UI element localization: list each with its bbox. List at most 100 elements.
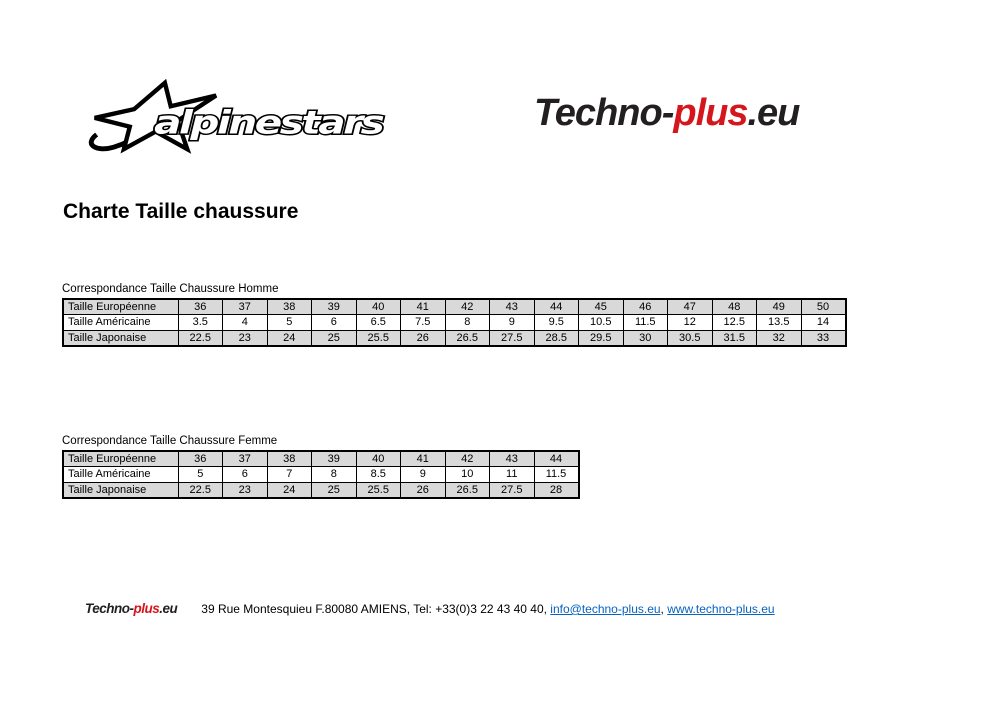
size-cell: 47	[667, 298, 713, 315]
footer-separator: ,	[660, 602, 668, 616]
footer-website-link[interactable]: www.techno-plus.eu	[667, 602, 775, 616]
footer-logo-red: plus	[133, 601, 160, 616]
size-cell: 31.5	[711, 329, 757, 346]
size-cell: 25.5	[355, 329, 401, 346]
size-cell: 42	[444, 450, 490, 467]
size-cell: 10	[444, 466, 490, 483]
footer-logo-black1: Techno-	[85, 601, 134, 616]
footer: Techno-plus.eu 39 Rue Montesquieu F.8008…	[85, 601, 775, 616]
row-label: Taille Européenne	[62, 298, 179, 315]
page-title: Charte Taille chaussure	[63, 200, 299, 223]
size-cell: 11.5	[533, 466, 579, 483]
size-cell: 22.5	[177, 481, 223, 498]
table-row: Taille Japonaise 22.5 23 24 25 25.5 26 26.5 27.5…	[62, 329, 846, 346]
size-cell: 9.5	[533, 314, 579, 331]
size-cell: 9	[400, 466, 446, 483]
row-label: Taille Européenne	[62, 450, 179, 467]
size-cell: 30.5	[667, 329, 713, 346]
size-cell: 29.5	[578, 329, 624, 346]
size-cell: 38	[266, 298, 312, 315]
size-cell: 36	[177, 450, 223, 467]
size-cell: 26	[400, 329, 446, 346]
size-cell: 13.5	[756, 314, 802, 331]
size-cell: 25	[311, 329, 357, 346]
size-cell: 39	[311, 298, 357, 315]
alpinestars-star-icon: alpinestars	[88, 78, 388, 154]
size-cell: 5	[177, 466, 223, 483]
size-cell: 23	[222, 329, 268, 346]
size-cell: 43	[489, 298, 535, 315]
alpinestars-logo: alpinestars	[82, 76, 394, 154]
size-cell: 39	[311, 450, 357, 467]
size-table-homme-caption: Correspondance Taille Chaussure Homme	[62, 283, 279, 295]
technoplus-logo-black1: Techno-	[534, 92, 674, 134]
table-row: Taille Américaine 5 6 7 8 8.5 9 10 11 11.5	[62, 466, 579, 483]
size-table-homme-section: Correspondance Taille Chaussure Homme Ta…	[62, 282, 847, 347]
size-cell: 28.5	[533, 329, 579, 346]
svg-text:alpinestars: alpinestars	[154, 104, 384, 142]
size-cell: 12	[667, 314, 713, 331]
size-cell: 46	[622, 298, 668, 315]
size-cell: 25.5	[355, 481, 401, 498]
size-cell: 42	[444, 298, 490, 315]
size-cell: 8	[311, 466, 357, 483]
size-cell: 8	[444, 314, 490, 331]
size-cell: 24	[266, 329, 312, 346]
size-cell: 14	[800, 314, 846, 331]
row-label: Taille Japonaise	[62, 329, 179, 346]
size-cell: 26	[400, 481, 446, 498]
size-cell: 44	[533, 450, 579, 467]
size-cell: 5	[266, 314, 312, 331]
size-cell: 38	[266, 450, 312, 467]
size-cell: 11	[489, 466, 535, 483]
size-cell: 8.5	[355, 466, 401, 483]
size-cell: 49	[756, 298, 802, 315]
size-cell: 27.5	[489, 481, 535, 498]
size-cell: 37	[222, 450, 268, 467]
table-row: Taille Japonaise 22.5 23 24 25 25.5 26 26.5 27.5…	[62, 481, 579, 498]
technoplus-logo: Techno-plus.eu	[534, 92, 800, 135]
technoplus-logo-black2: .eu	[747, 92, 800, 134]
size-cell: 11.5	[622, 314, 668, 331]
size-cell: 48	[711, 298, 757, 315]
size-cell: 27.5	[489, 329, 535, 346]
row-label: Taille Américaine	[62, 314, 179, 331]
size-cell: 3.5	[177, 314, 223, 331]
row-label: Taille Américaine	[62, 466, 179, 483]
technoplus-logo-red: plus	[673, 92, 748, 134]
size-cell: 43	[489, 450, 535, 467]
size-cell: 22.5	[177, 329, 223, 346]
size-cell: 6	[222, 466, 268, 483]
size-cell: 40	[355, 298, 401, 315]
size-cell: 26.5	[444, 329, 490, 346]
footer-address-line: 39 Rue Montesquieu F.80080 AMIENS, Tel: …	[201, 602, 774, 616]
size-cell: 24	[266, 481, 312, 498]
size-cell: 41	[400, 450, 446, 467]
table-row: Taille Européenne 36 37 38 39 40 41 42 43 44 45 46 4…	[62, 298, 846, 315]
size-cell: 4	[222, 314, 268, 331]
size-cell: 32	[756, 329, 802, 346]
size-cell: 12.5	[711, 314, 757, 331]
size-cell: 25	[311, 481, 357, 498]
footer-email-link[interactable]: info@techno-plus.eu	[550, 602, 661, 616]
size-cell: 41	[400, 298, 446, 315]
size-table-femme: Taille Européenne 36 37 38 39 40 41 42 43 44 Taill…	[62, 450, 580, 499]
size-table-femme-section: Correspondance Taille Chaussure Femme Ta…	[62, 434, 580, 499]
size-cell: 6	[311, 314, 357, 331]
table-row: Taille Américaine 3.5 4 5 6 6.5 7.5 8 9 9.5 10.5 11…	[62, 314, 846, 331]
size-cell: 7.5	[400, 314, 446, 331]
size-cell: 28	[533, 481, 579, 498]
size-cell: 44	[533, 298, 579, 315]
footer-logo-black2: .eu	[159, 601, 178, 616]
footer-address: 39 Rue Montesquieu F.80080 AMIENS, Tel: …	[201, 602, 551, 616]
footer-technoplus-logo: Techno-plus.eu	[85, 601, 178, 616]
size-cell: 6.5	[355, 314, 401, 331]
size-cell: 33	[800, 329, 846, 346]
size-cell: 9	[489, 314, 535, 331]
size-cell: 37	[222, 298, 268, 315]
size-cell: 50	[800, 298, 846, 315]
size-cell: 10.5	[578, 314, 624, 331]
table-row: Taille Européenne 36 37 38 39 40 41 42 43 44	[62, 450, 579, 467]
size-cell: 40	[355, 450, 401, 467]
